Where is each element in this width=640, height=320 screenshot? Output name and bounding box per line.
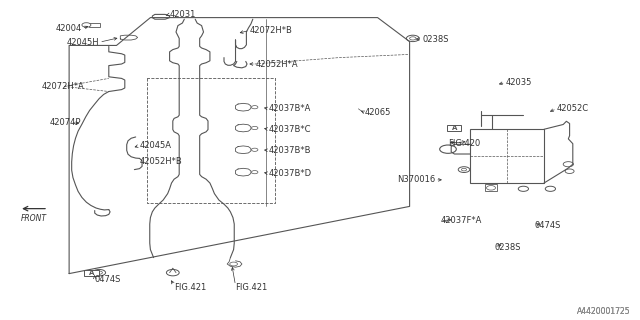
Text: N370016: N370016	[397, 175, 435, 184]
Text: 0474S: 0474S	[534, 221, 561, 230]
Text: FIG.421: FIG.421	[174, 284, 206, 292]
Text: 0238S: 0238S	[494, 243, 520, 252]
Text: 42031: 42031	[170, 10, 196, 19]
Circle shape	[230, 262, 237, 266]
Bar	[485, 184, 497, 191]
Text: 42072H*B: 42072H*B	[250, 26, 292, 35]
Circle shape	[252, 171, 258, 174]
Bar	[84, 270, 99, 276]
Text: 42037B*C: 42037B*C	[269, 125, 311, 134]
Text: 42037B*D: 42037B*D	[269, 169, 312, 178]
Text: 42037F*A: 42037F*A	[440, 216, 482, 225]
Circle shape	[486, 186, 495, 190]
Circle shape	[410, 37, 416, 40]
Circle shape	[406, 35, 419, 42]
Circle shape	[252, 126, 258, 130]
Text: A4420001725: A4420001725	[577, 308, 630, 316]
Text: 42035: 42035	[506, 78, 532, 87]
Bar	[470, 129, 544, 183]
Text: A4420001725: A4420001725	[577, 308, 630, 316]
Circle shape	[252, 148, 258, 151]
Text: 0238S: 0238S	[422, 35, 449, 44]
Circle shape	[252, 106, 258, 109]
Text: A: A	[89, 270, 94, 276]
Circle shape	[458, 167, 470, 172]
Circle shape	[545, 186, 556, 191]
Text: 42065: 42065	[365, 108, 391, 117]
Text: FIG.420: FIG.420	[448, 139, 480, 148]
Text: 42004: 42004	[56, 24, 82, 33]
Circle shape	[565, 169, 574, 173]
Text: A: A	[452, 125, 457, 131]
Text: 42072H*A: 42072H*A	[42, 82, 84, 91]
Circle shape	[518, 186, 529, 191]
Text: FIG.421: FIG.421	[236, 284, 268, 292]
Circle shape	[93, 269, 106, 276]
Circle shape	[166, 269, 179, 276]
Bar	[89, 23, 100, 27]
Text: 42074P: 42074P	[50, 118, 81, 127]
Text: 42052C: 42052C	[557, 104, 589, 113]
Circle shape	[563, 162, 573, 167]
Circle shape	[82, 23, 91, 27]
Text: FRONT: FRONT	[21, 214, 47, 223]
Text: 42045H: 42045H	[67, 38, 99, 47]
Text: 42052H*B: 42052H*B	[140, 157, 182, 166]
Text: 42045A: 42045A	[140, 141, 172, 150]
Text: 0474S: 0474S	[95, 275, 121, 284]
Circle shape	[461, 168, 467, 171]
Circle shape	[96, 271, 102, 274]
Text: 42037B*A: 42037B*A	[269, 104, 311, 113]
Text: 42037B*B: 42037B*B	[269, 146, 311, 155]
Bar	[447, 125, 461, 131]
Circle shape	[440, 145, 456, 153]
Text: 42052H*A: 42052H*A	[256, 60, 299, 68]
